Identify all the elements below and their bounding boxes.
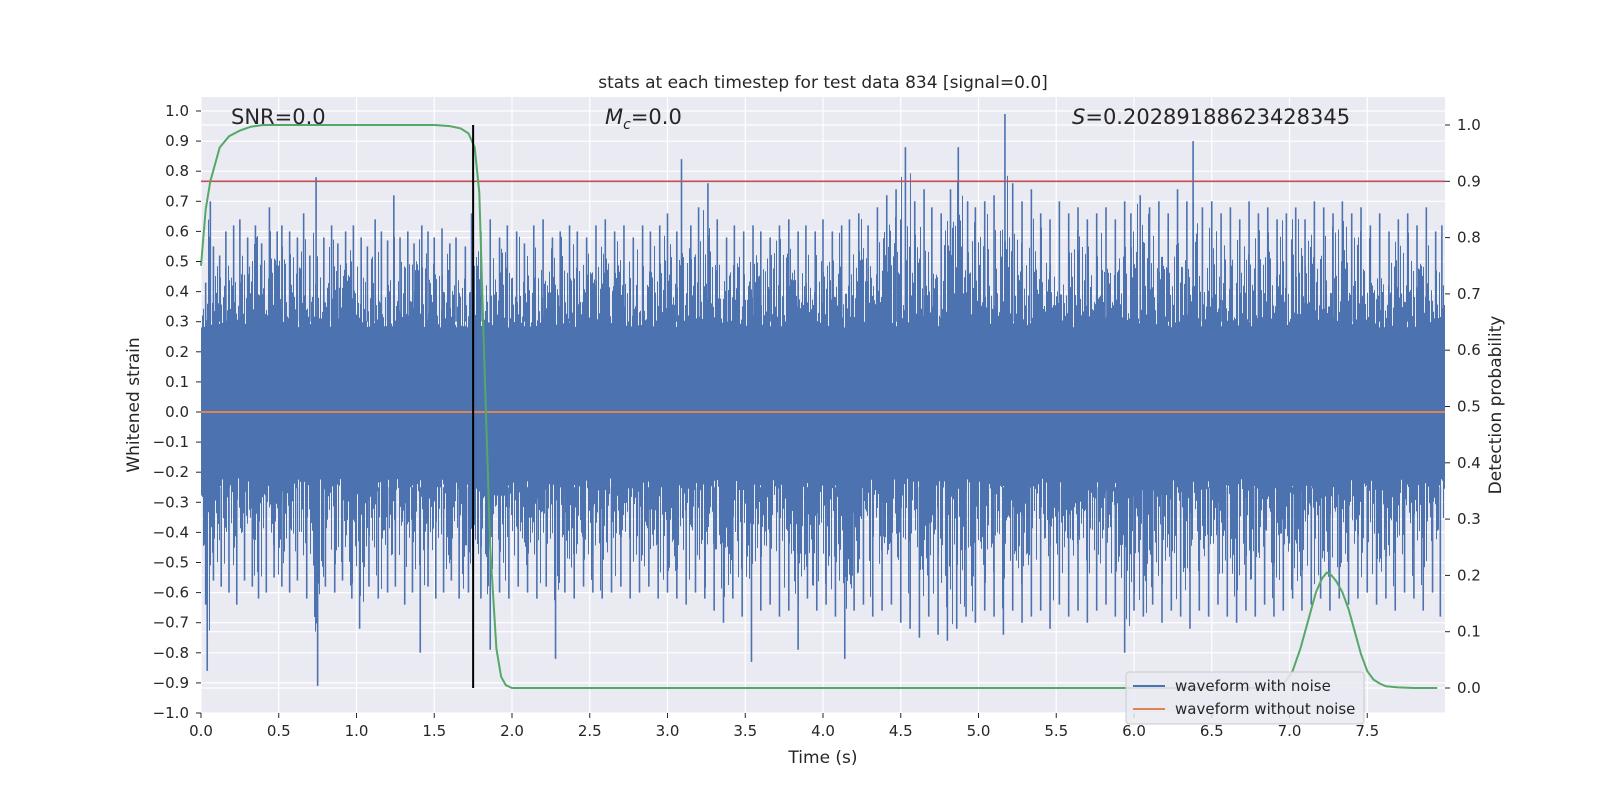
x-tick-label: 2.5 <box>578 722 602 740</box>
y2-tick-label: 0.5 <box>1457 398 1481 416</box>
y-tick-label: 0.5 <box>165 253 189 271</box>
y-tick-label: −0.7 <box>153 614 189 632</box>
x-tick-label: 0.0 <box>189 722 213 740</box>
noise-core-band <box>201 342 1445 458</box>
x-tick-label: 6.5 <box>1200 722 1224 740</box>
y-tick-label: −0.1 <box>153 433 189 451</box>
s-annotation: S=0.20289188623428345 <box>1072 105 1350 129</box>
s-value: =0.20289188623428345 <box>1085 105 1350 129</box>
x-ticks: 0.0 0.5 1.0 1.5 2.0 2.5 3.0 3.5 4.0 4.5 5.0 5.5 6.0 6… <box>189 713 1379 740</box>
y-tick-label: 0.7 <box>165 192 189 210</box>
y2-tick-label: 0.2 <box>1457 566 1481 584</box>
y-ticks: 1.0 0.9 0.8 0.7 0.6 0.5 0.4 0.3 0.2 0.1 0.0 −0.1 −0.… <box>153 102 201 722</box>
x-tick-label: 1.0 <box>345 722 369 740</box>
legend-label-noise: waveform with noise <box>1175 677 1331 695</box>
y-tick-label: 0.8 <box>165 162 189 180</box>
y2-ticks: 1.0 0.9 0.8 0.7 0.6 0.5 0.4 0.3 0.2 0.1 0.0 <box>1445 116 1481 697</box>
y2-tick-label: 0.7 <box>1457 285 1481 303</box>
mc-value: =0.0 <box>631 105 682 129</box>
x-tick-label: 5.5 <box>1044 722 1068 740</box>
x-tick-label: 7.0 <box>1278 722 1302 740</box>
y-tick-label: 0.9 <box>165 132 189 150</box>
y-tick-label: 0.4 <box>165 283 189 301</box>
y2-tick-label: 0.6 <box>1457 341 1481 359</box>
y-tick-label: 0.6 <box>165 222 189 240</box>
waveform-with-noise <box>201 114 1445 686</box>
y-tick-label: −0.6 <box>153 584 189 602</box>
y2-tick-label: 0.4 <box>1457 454 1481 472</box>
x-tick-label: 4.0 <box>811 722 835 740</box>
y2-tick-label: 1.0 <box>1457 116 1481 134</box>
mc-symbol: M <box>605 105 623 129</box>
y-tick-label: 0.1 <box>165 373 189 391</box>
x-tick-label: 4.5 <box>889 722 913 740</box>
snr-annotation: SNR=0.0 <box>231 105 326 129</box>
x-tick-label: 7.5 <box>1355 722 1379 740</box>
y-tick-label: −0.2 <box>153 463 189 481</box>
y2-axis-label: Detection probability <box>1486 316 1506 495</box>
y-tick-label: 0.0 <box>165 403 189 421</box>
lines <box>200 124 1445 689</box>
x-tick-label: 3.5 <box>733 722 757 740</box>
y-tick-label: 1.0 <box>165 102 189 120</box>
y-tick-label: −0.9 <box>153 674 189 692</box>
x-tick-label: 3.0 <box>656 722 680 740</box>
s-symbol: S <box>1072 105 1085 129</box>
x-tick-label: 6.0 <box>1122 722 1146 740</box>
y-tick-label: 0.3 <box>165 313 189 331</box>
x-tick-label: 0.5 <box>267 722 291 740</box>
x-axis-label: Time (s) <box>787 748 857 768</box>
legend-label-clean: waveform without noise <box>1175 700 1355 718</box>
y-tick-label: −0.8 <box>153 644 189 662</box>
y-tick-label: −1.0 <box>153 704 189 722</box>
y-tick-label: 0.2 <box>165 343 189 361</box>
legend: waveform with noise waveform without noi… <box>1125 671 1365 725</box>
chart-title: stats at each timestep for test data 834… <box>598 73 1048 93</box>
x-tick-label: 1.5 <box>422 722 446 740</box>
y2-tick-label: 0.9 <box>1457 172 1481 190</box>
mc-annotation: Mc=0.0 <box>605 105 682 133</box>
y2-tick-label: 0.3 <box>1457 510 1481 528</box>
mc-subscript: c <box>623 117 631 133</box>
y-tick-label: −0.4 <box>153 523 189 541</box>
detection-probability-line <box>200 124 1438 689</box>
y2-tick-label: 0.1 <box>1457 623 1481 641</box>
legend-box <box>1125 671 1365 725</box>
y-tick-label: −0.5 <box>153 554 189 572</box>
y2-tick-label: 0.8 <box>1457 229 1481 247</box>
x-tick-label: 2.0 <box>500 722 524 740</box>
y2-tick-label: 0.0 <box>1457 679 1481 697</box>
x-tick-label: 5.0 <box>967 722 991 740</box>
y-tick-label: −0.3 <box>153 493 189 511</box>
y-axis-label: Whitened strain <box>124 337 144 472</box>
